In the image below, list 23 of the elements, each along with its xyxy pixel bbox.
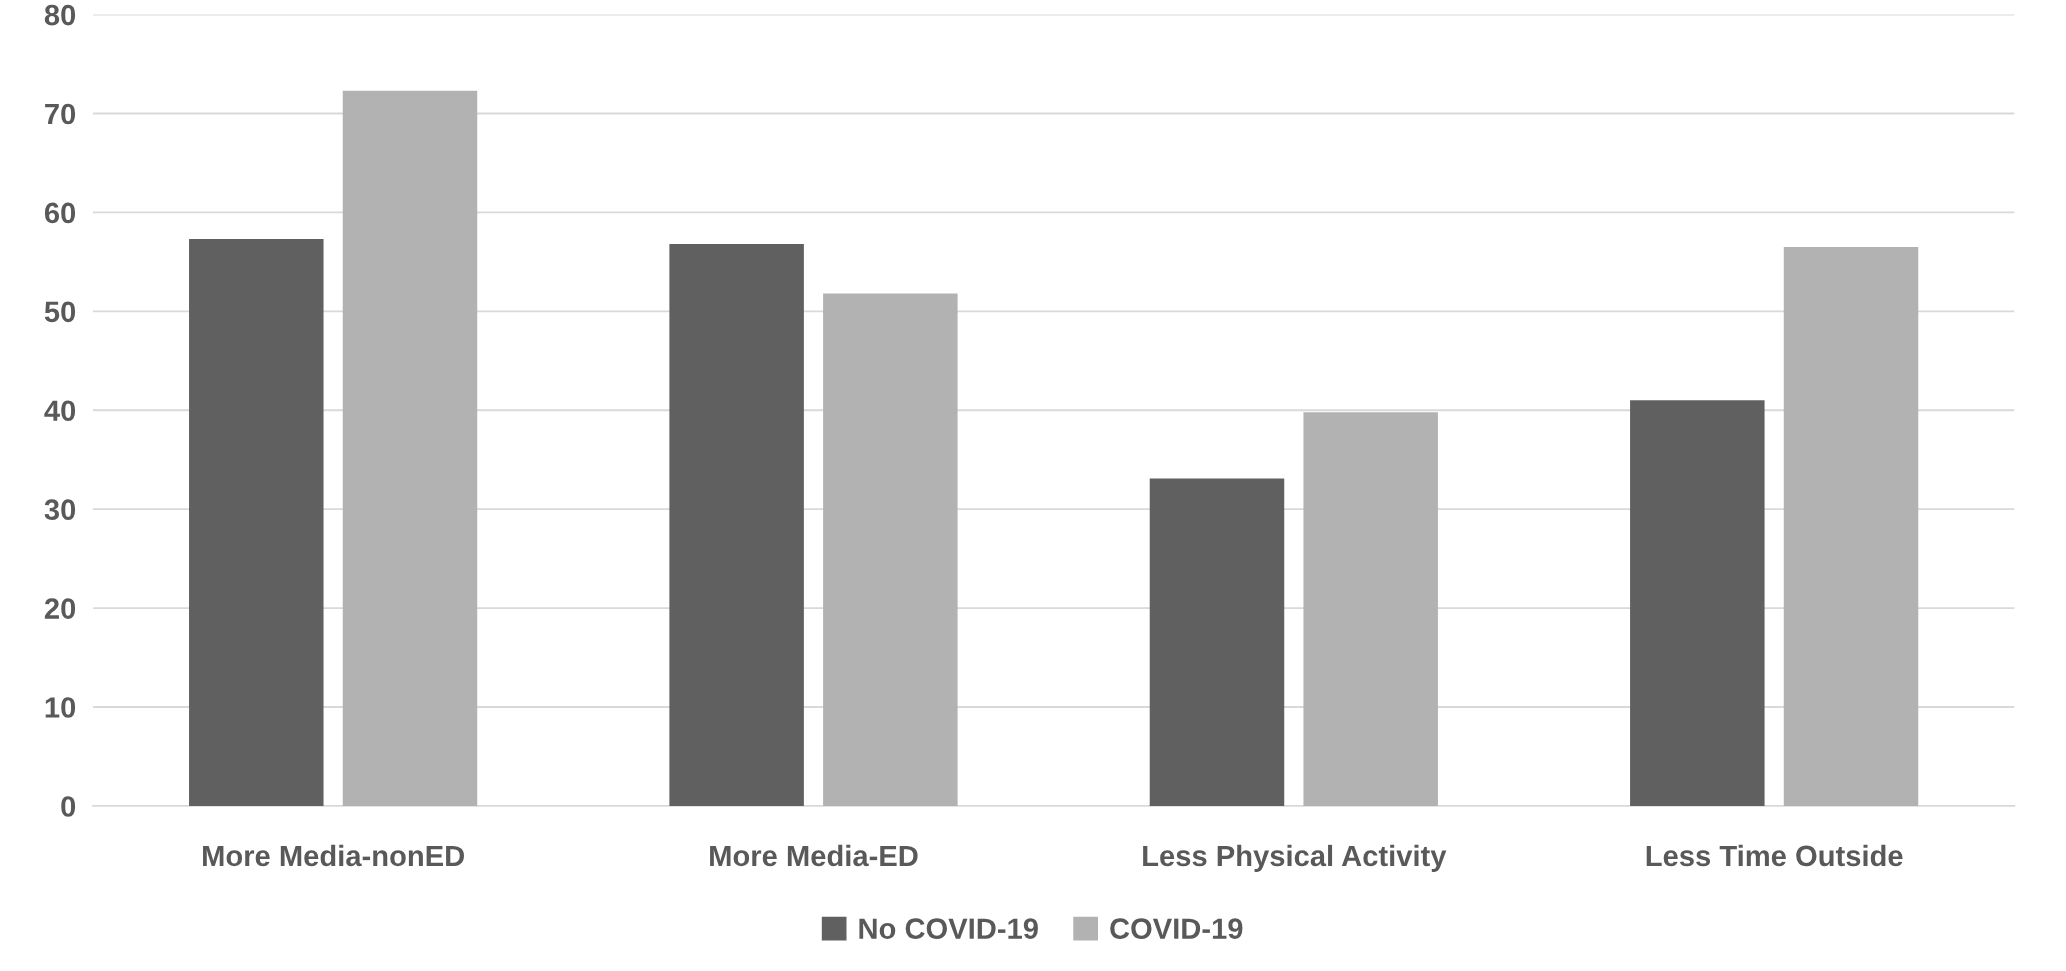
- x-tick-label: More Media-nonED: [203, 844, 464, 867]
- x-tick-label: More Media-ED: [710, 844, 918, 867]
- bar: [342, 90, 478, 806]
- bar: [823, 293, 958, 806]
- y-tick-label: 40: [44, 400, 76, 422]
- bar: [189, 239, 324, 806]
- y-tick-label: 0: [61, 796, 76, 817]
- legend-label: No COVID-19: [859, 918, 1038, 939]
- legend-label: COVID-19: [1110, 918, 1243, 939]
- y-tick-label: 10: [45, 697, 76, 718]
- y-tick-label: 80: [44, 4, 76, 26]
- bar: [1783, 247, 1919, 806]
- bar: [669, 244, 804, 806]
- y-tick-label: 60: [44, 202, 76, 224]
- bar: [1630, 400, 1765, 806]
- y-tick-label: 30: [44, 499, 76, 521]
- bar: [1149, 478, 1285, 806]
- y-tick-label: 70: [45, 103, 76, 125]
- x-tick-label: Less Physical Activity: [1143, 844, 1447, 873]
- y-tick-label: 20: [44, 598, 76, 619]
- x-tick-label: Less Time Outside: [1646, 844, 1903, 867]
- bar: [1303, 412, 1438, 806]
- y-tick-label: 50: [44, 301, 76, 323]
